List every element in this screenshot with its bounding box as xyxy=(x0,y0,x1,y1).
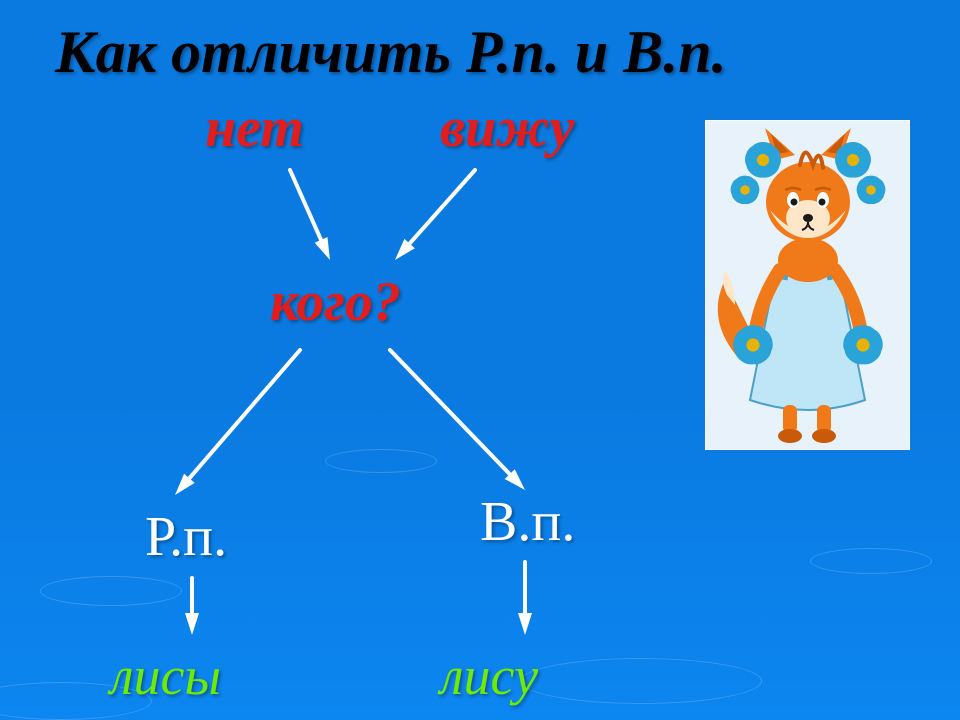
example-lisu: лису xyxy=(440,645,538,707)
question-kogo: кого? xyxy=(270,270,401,334)
water-ripple xyxy=(325,449,437,473)
water-ripple xyxy=(40,576,182,606)
water-ripple xyxy=(520,658,762,704)
case-label-vp: В.п. xyxy=(480,490,575,554)
fox-illustration xyxy=(705,120,910,450)
water-ripple xyxy=(810,548,932,574)
helper-word-net: нет xyxy=(205,96,304,160)
helper-word-vizhu: вижу xyxy=(440,96,574,160)
slide-title: Как отличить Р.п. и В.п. xyxy=(55,18,727,87)
example-lisy: лисы xyxy=(110,645,221,707)
case-label-rp: Р.п. xyxy=(145,505,227,569)
slide-stage: Как отличить Р.п. и В.п. нет вижу кого? … xyxy=(0,0,960,720)
